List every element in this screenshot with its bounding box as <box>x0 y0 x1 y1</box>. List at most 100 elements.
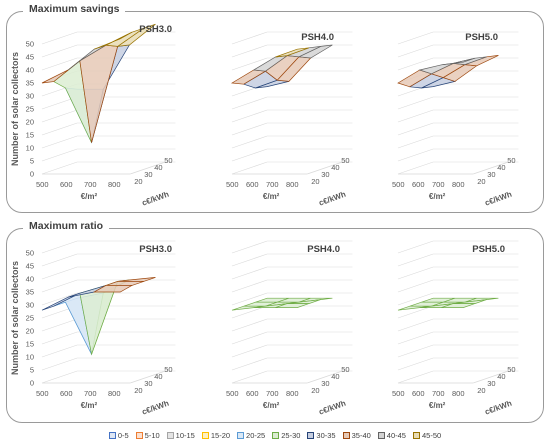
x-tick-label: 800 <box>452 180 465 189</box>
gridline <box>41 122 78 136</box>
y-axis-label: c€/kWh <box>318 190 348 208</box>
z-tick-label: 40 <box>26 66 34 75</box>
z-tick-label: 15 <box>26 340 34 349</box>
gridline <box>231 253 268 267</box>
gridline <box>397 253 434 267</box>
gridline <box>41 57 78 71</box>
y-axis-label: c€/kWh <box>141 399 171 417</box>
gridline <box>231 122 268 136</box>
x-tick-label: 600 <box>246 389 259 398</box>
x-tick-label: 600 <box>60 180 73 189</box>
y-tick-label: 30 <box>144 379 152 388</box>
x-tick-label: 800 <box>108 389 121 398</box>
gridline <box>231 305 268 319</box>
z-tick-label: 40 <box>26 275 34 284</box>
surface-cell <box>117 277 156 282</box>
legend-label: 45-50 <box>421 431 442 440</box>
legend-swatch <box>412 432 420 439</box>
legend-item: 35-40 <box>342 431 371 440</box>
gridline <box>231 109 268 123</box>
z-tick-label: 45 <box>26 262 34 271</box>
gridline <box>397 57 434 71</box>
legend-item: 15-20 <box>201 431 231 440</box>
legend-swatch <box>307 432 315 439</box>
y-tick-label: 50 <box>507 365 515 374</box>
z-tick-label: 25 <box>26 105 34 114</box>
surface-chart-1: 0 5 10 15 20 25 30 35 40 45 50 Number of solar coll… <box>10 23 176 208</box>
panel-title-maximum-ratio: Maximum ratio <box>23 220 110 232</box>
y-tick-label: 50 <box>164 365 172 374</box>
chart-title: PSH3.0 <box>139 244 172 255</box>
x-tick-label: 500 <box>36 180 49 189</box>
x-tick-label: 600 <box>60 389 73 398</box>
legend-swatch <box>342 432 350 439</box>
x-axis-label: €/m² <box>81 401 98 410</box>
gridline <box>41 344 78 358</box>
legend-item: 20-25 <box>237 431 265 440</box>
x-tick-label: 800 <box>108 180 121 189</box>
panel-title-maximum-savings: Maximum savings <box>23 3 126 15</box>
z-tick-label: 45 <box>26 53 34 62</box>
gridline <box>41 331 78 345</box>
chart-title: PSH5.0 <box>472 244 505 255</box>
y-tick-label: 50 <box>507 156 515 165</box>
z-tick-label: 35 <box>26 288 34 297</box>
x-tick-label: 700 <box>432 389 445 398</box>
gridline <box>231 57 268 71</box>
chart-legend: 0-5 5-10 10-15 15-20 20-25 25-30 30-35 35-40 40-… <box>0 431 550 440</box>
x-tick-label: 700 <box>84 389 97 398</box>
gridline <box>397 331 434 345</box>
x-tick-label: 500 <box>226 180 239 189</box>
x-axis-label: €/m² <box>429 192 446 201</box>
gridline <box>397 344 434 358</box>
y-tick-label: 30 <box>144 170 152 179</box>
y-tick-label: 40 <box>497 163 505 172</box>
legend-label: 20-25 <box>246 431 266 440</box>
z-axis-label: Number of solar collectors <box>10 52 20 166</box>
gridline <box>397 148 434 162</box>
legend-item: 45-50 <box>412 431 442 440</box>
gridline <box>41 253 78 267</box>
gridline <box>41 357 78 371</box>
x-tick-label: 500 <box>392 389 405 398</box>
gridline <box>231 279 268 293</box>
gridline <box>41 31 78 45</box>
gridline <box>397 292 434 306</box>
y-tick-label: 30 <box>321 379 329 388</box>
x-tick-label: 600 <box>412 389 425 398</box>
legend-swatch <box>272 432 280 439</box>
gridline <box>41 279 78 293</box>
x-tick-label: 600 <box>412 180 425 189</box>
legend-item: 30-35 <box>307 431 336 440</box>
x-tick-label: 800 <box>452 389 465 398</box>
y-tick-label: 20 <box>311 386 319 395</box>
gridline <box>231 44 268 58</box>
surface-cell <box>105 281 144 286</box>
chart-title: PSH3.0 <box>139 24 172 35</box>
gridline <box>397 266 434 280</box>
z-tick-label: 15 <box>26 131 34 140</box>
gridline <box>397 161 434 175</box>
y-tick-label: 20 <box>134 386 142 395</box>
y-tick-label: 40 <box>154 372 162 381</box>
gridline <box>41 292 78 306</box>
panel-maximum-ratio: Maximum ratio <box>6 220 544 423</box>
z-tick-label: 30 <box>26 92 34 101</box>
legend-item: 0-5 <box>108 431 129 440</box>
x-tick-label: 700 <box>432 180 445 189</box>
z-tick-label: 30 <box>26 301 34 310</box>
x-tick-label: 700 <box>84 180 97 189</box>
legend-label: 15-20 <box>210 431 231 440</box>
gridline <box>231 331 268 345</box>
gridline <box>397 357 434 371</box>
floor-edge <box>473 370 509 384</box>
x-tick-label: 500 <box>36 389 49 398</box>
legend-label: 30-35 <box>316 431 336 440</box>
legend-label: 5-10 <box>144 431 160 440</box>
y-tick-label: 20 <box>477 177 485 186</box>
gridline <box>231 96 268 110</box>
gridline <box>231 266 268 280</box>
z-tick-label: 50 <box>26 249 34 258</box>
gridline <box>397 109 434 123</box>
